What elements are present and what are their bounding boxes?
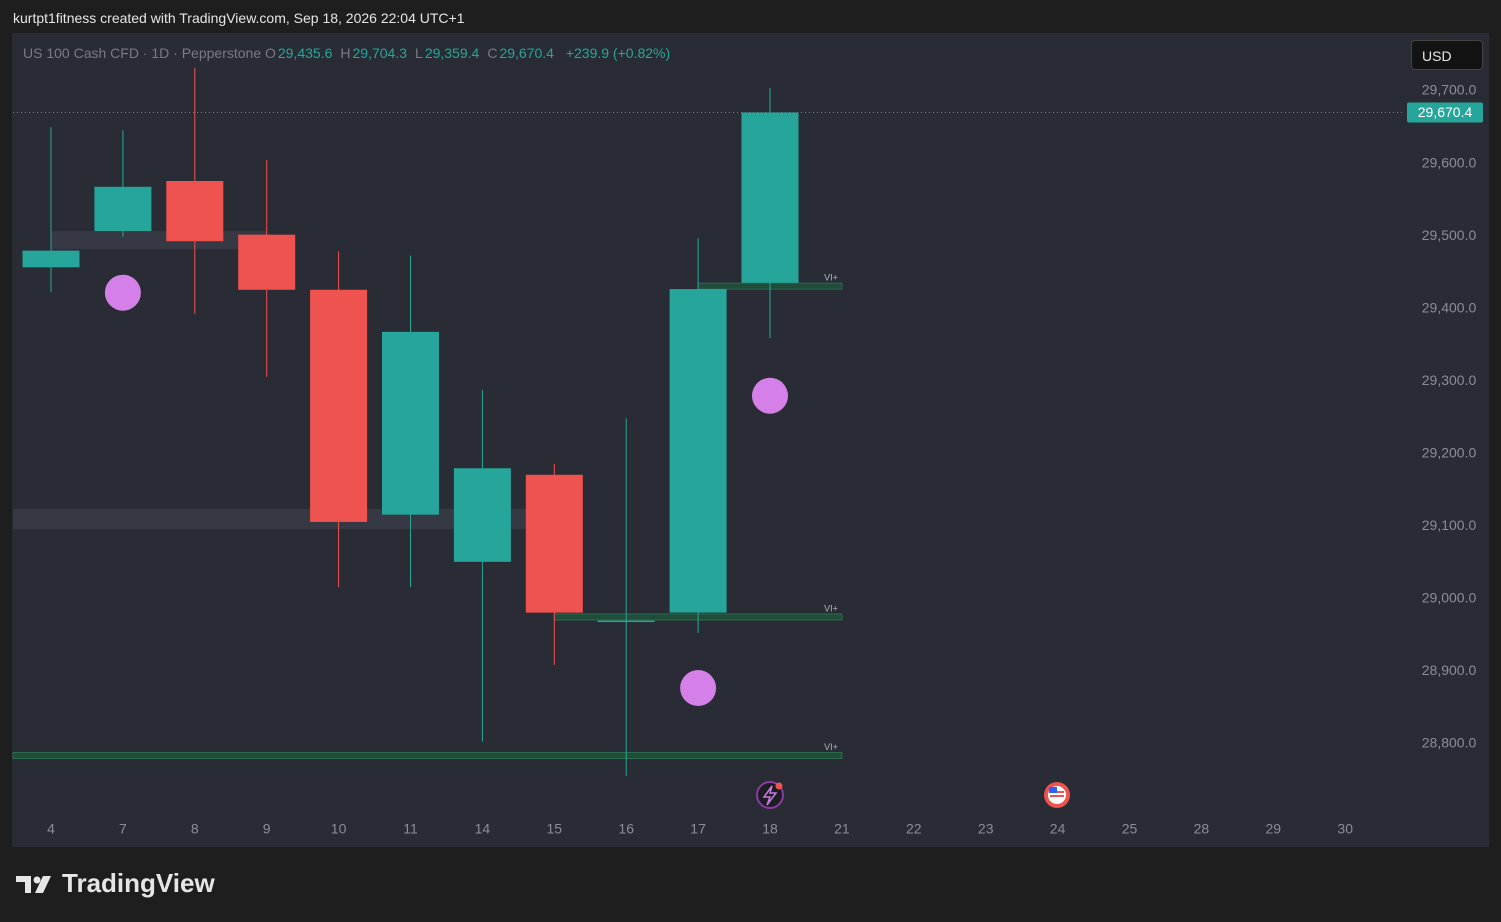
ohlc-value: 29,704.3 <box>352 45 408 61</box>
x-tick-label: 23 <box>978 821 994 837</box>
event-icon[interactable] <box>756 781 784 809</box>
candle <box>94 130 152 237</box>
ohlc-label: H <box>340 45 351 61</box>
event-icon[interactable] <box>1044 782 1070 808</box>
body <box>453 468 511 562</box>
x-tick-label: 18 <box>762 821 778 837</box>
level-label: VI+ <box>824 742 838 752</box>
body <box>94 186 152 232</box>
candle <box>382 255 439 588</box>
x-tick-label: 30 <box>1337 821 1353 837</box>
x-tick-label: 4 <box>47 821 55 837</box>
x-tick-label: 14 <box>475 821 491 837</box>
x-tick-label: 15 <box>547 821 563 837</box>
body <box>22 250 80 268</box>
ohlc-label: C <box>487 45 498 61</box>
x-tick-label: 28 <box>1194 821 1210 837</box>
candle <box>741 87 799 339</box>
signal-marker <box>104 274 141 311</box>
x-tick-label: 25 <box>1122 821 1138 837</box>
y-tick-label: 29,400.0 <box>1422 299 1477 315</box>
y-tick-label: 29,000.0 <box>1422 590 1477 606</box>
body <box>525 474 583 613</box>
y-tick-label: 29,100.0 <box>1422 517 1477 533</box>
candle <box>453 389 511 742</box>
signal-marker <box>752 377 788 414</box>
x-tick-label: 24 <box>1050 821 1066 837</box>
level <box>12 752 843 760</box>
candle <box>238 159 296 377</box>
ohlc-value: 29,359.4 <box>424 45 480 61</box>
signal-marker <box>680 670 717 707</box>
candle <box>669 238 727 633</box>
body <box>382 331 439 515</box>
y-tick-label: 28,900.0 <box>1422 662 1477 678</box>
ohlc: O 29,435.6 H 29,704.3 L 29,359.4 C 29,670.4 <box>265 45 562 61</box>
ohlc-value: 29,670.4 <box>499 45 554 61</box>
y-tick-label: 28,800.0 <box>1422 735 1477 751</box>
last-price-box <box>1407 102 1483 123</box>
zone <box>51 231 267 250</box>
x-tick-label: 21 <box>834 821 850 837</box>
candle <box>310 251 368 588</box>
top-bar: kurtpt1fitness created with TradingView.… <box>13 10 465 26</box>
x-tick-label: 29 <box>1266 821 1282 837</box>
x-tick-label: 22 <box>906 821 922 837</box>
y-tick-label: 29,600.0 <box>1422 154 1477 170</box>
body <box>597 620 655 623</box>
body <box>310 289 368 522</box>
body <box>166 180 224 242</box>
currency-button[interactable]: USD <box>1411 40 1483 70</box>
symbol-header: US 100 Cash CFD · 1D · Pepperstone O 29,4… <box>23 45 678 61</box>
ohlc-label: L <box>415 45 423 61</box>
y-tick-label: 29,500.0 <box>1422 227 1477 243</box>
last-price-label: 29,670.4 <box>1418 104 1473 120</box>
logo-text: TradingView <box>62 868 215 898</box>
candle <box>166 67 224 314</box>
ohlc-value: 29,435.6 <box>277 45 333 61</box>
y-tick-label: 29,200.0 <box>1422 444 1477 460</box>
y-tick-label: 29,700.0 <box>1422 82 1477 98</box>
symbol-title: US 100 Cash CFD · 1D · Pepperstone <box>23 45 262 61</box>
candle <box>597 418 655 776</box>
x-tick-label: 7 <box>119 821 127 837</box>
x-tick-label: 17 <box>690 821 706 837</box>
candle <box>22 127 80 292</box>
logo-mark <box>16 875 51 893</box>
body <box>238 234 296 290</box>
x-tick-label: 10 <box>331 821 347 837</box>
body <box>741 112 799 283</box>
x-tick-label: 16 <box>618 821 634 837</box>
x-tick-label: 9 <box>263 821 271 837</box>
level-label: VI+ <box>824 603 838 613</box>
level-label: VI+ <box>824 273 838 283</box>
y-tick-label: 29,300.0 <box>1422 372 1477 388</box>
footer-logo: TradingView <box>16 868 215 899</box>
x-tick-label: 11 <box>403 821 418 837</box>
candle <box>525 463 583 665</box>
ohlc-label: O <box>265 45 276 61</box>
change: +239.9 (+0.82%) <box>565 45 671 61</box>
body <box>669 289 727 613</box>
x-tick-label: 8 <box>191 821 199 837</box>
